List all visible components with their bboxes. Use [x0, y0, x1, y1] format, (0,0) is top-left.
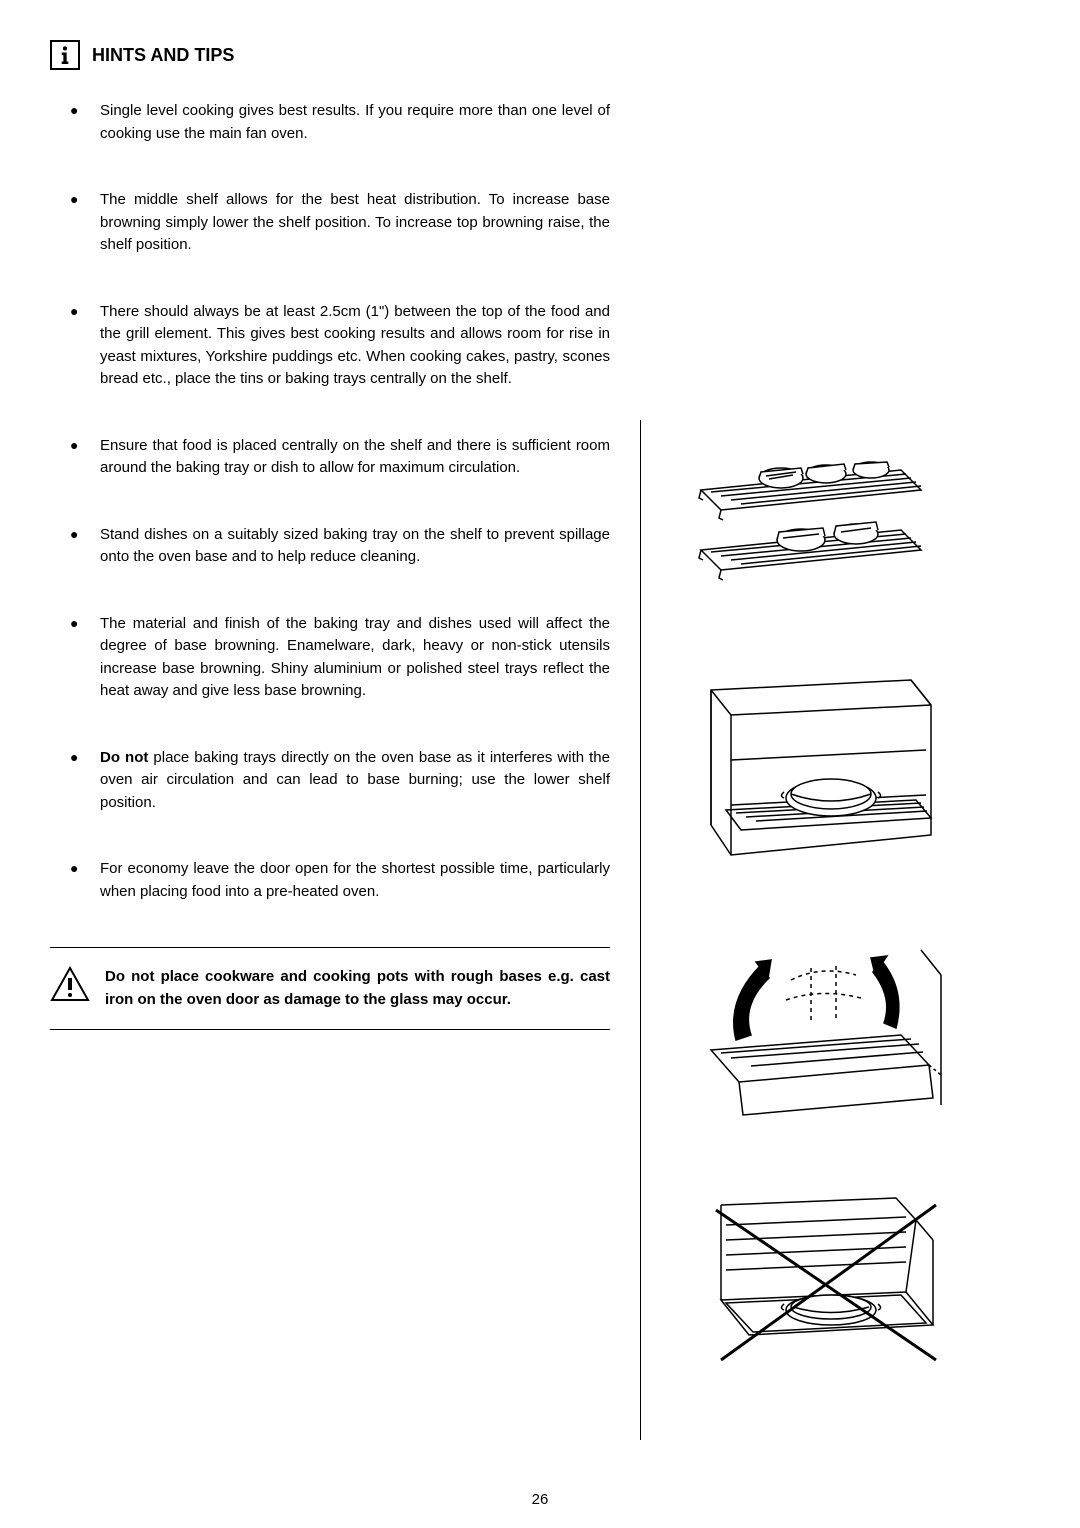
info-icon-box — [50, 40, 80, 70]
bullet-item: Ensure that food is placed centrally on … — [70, 435, 610, 480]
bullet-text: Stand dishes on a suitably sized baking … — [100, 526, 610, 566]
illustration-oven-shelves — [671, 420, 980, 620]
bullet-item: Do not place baking trays directly on th… — [70, 747, 610, 815]
warning-icon — [50, 966, 90, 1002]
bullet-item: Stand dishes on a suitably sized baking … — [70, 524, 610, 569]
warning-text: Do not place cookware and cooking pots w… — [105, 966, 610, 1011]
bullet-item: For economy leave the door open for the … — [70, 858, 610, 903]
section-title: HINTS AND TIPS — [92, 45, 234, 66]
bullet-item: The middle shelf allows for the best hea… — [70, 189, 610, 257]
bullet-item: The material and finish of the baking tr… — [70, 613, 610, 703]
bullet-text: Single level cooking gives best results.… — [100, 102, 610, 142]
warning-box: Do not place cookware and cooking pots w… — [50, 947, 610, 1030]
page-number: 26 — [532, 1491, 549, 1508]
bullet-prefix-bold: Do not — [100, 749, 148, 766]
illustration-crossed-out — [671, 1180, 980, 1400]
bullet-text: There should always be at least 2.5cm (1… — [100, 303, 610, 388]
bullet-list: Single level cooking gives best results.… — [50, 100, 610, 903]
bullet-item: Single level cooking gives best results.… — [70, 100, 610, 145]
right-column — [640, 420, 980, 1440]
bullet-text: The material and finish of the baking tr… — [100, 615, 610, 700]
bullet-text: Ensure that food is placed centrally on … — [100, 437, 610, 477]
section-header: HINTS AND TIPS — [50, 40, 610, 70]
illustration-air-circulation — [671, 920, 980, 1140]
page-container: HINTS AND TIPS Single level cooking give… — [50, 40, 1030, 1488]
info-icon — [56, 46, 74, 64]
bullet-text-rest: place baking trays directly on the oven … — [100, 749, 610, 811]
illustration-single-shelf — [671, 660, 980, 880]
bullet-item: There should always be at least 2.5cm (1… — [70, 301, 610, 391]
left-column: HINTS AND TIPS Single level cooking give… — [50, 40, 610, 1488]
bullet-text: For economy leave the door open for the … — [100, 860, 610, 900]
bullet-text: The middle shelf allows for the best hea… — [100, 191, 610, 253]
